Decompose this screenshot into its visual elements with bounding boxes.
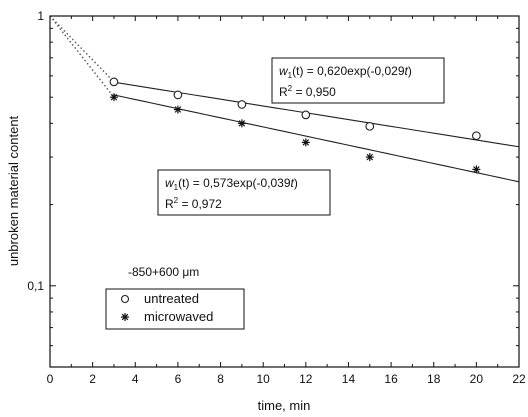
x-tick-label: 8 (217, 372, 224, 386)
y-axis-title: unbroken material content (6, 115, 21, 266)
legend-marker-untreated (120, 294, 130, 304)
tick-layer: 0 2 4 6 8 10 12 14 16 18 20 22 1 0,1 (27, 9, 526, 386)
data-point-microwaved (237, 119, 246, 128)
extrapolation-line-microwaved (49, 15, 115, 98)
data-point-untreated (365, 121, 375, 131)
x-tick-label: 10 (257, 372, 271, 386)
x-tick-label: 16 (384, 372, 398, 386)
data-point-untreated (237, 100, 247, 109)
x-tick-label: 4 (132, 372, 139, 386)
legend-marker-microwaved (121, 313, 129, 321)
fit-box-untreated (271, 57, 445, 104)
x-tick-label: 22 (512, 372, 526, 386)
legend: untreated microwaved (105, 288, 245, 330)
x-tick-label: 2 (89, 372, 96, 386)
plot-layer (49, 15, 520, 183)
y-tick-label: 1 (37, 9, 44, 23)
fit-line-microwaved (113, 94, 520, 183)
data-point-microwaved (365, 153, 374, 162)
x-tick-label: 18 (427, 372, 441, 386)
size-fraction-label: -850+600 μm (128, 265, 199, 279)
legend-label-untreated: untreated (144, 291, 199, 306)
x-axis-title: time, min (258, 398, 311, 413)
fit-r2-microwaved: R2 = 0,972 (165, 196, 222, 211)
legend-label-microwaved: microwaved (144, 309, 213, 324)
data-point-microwaved (109, 93, 118, 102)
data-point-untreated (109, 77, 119, 87)
data-point-microwaved (173, 105, 182, 114)
y-tick-label: 0,1 (27, 279, 44, 293)
fit-box-microwaved (157, 169, 331, 216)
data-point-untreated (301, 110, 311, 120)
x-tick-label: 0 (47, 372, 54, 386)
fit-annotation-untreated: w1(t) = 0,620exp(-0,029t) R2 = 0,950 (271, 57, 445, 104)
data-point-untreated (173, 90, 183, 100)
x-tick-label: 6 (175, 372, 182, 386)
fit-annotation-microwaved: w1(t) = 0,573exp(-0,039t) R2 = 0,972 (157, 169, 331, 216)
data-point-microwaved (472, 165, 481, 174)
fit-r2-untreated: R2 = 0,950 (279, 84, 336, 99)
extrapolation-line-untreated (49, 15, 115, 83)
x-tick-label: 14 (342, 372, 356, 386)
x-tick-label: 20 (470, 372, 484, 386)
data-point-microwaved (301, 138, 310, 147)
fit-equation-untreated: w1(t) = 0,620exp(-0,029t) (279, 64, 412, 80)
fit-equation-microwaved: w1(t) = 0,573exp(-0,039t) (165, 176, 298, 192)
data-point-untreated (472, 131, 481, 141)
x-tick-label: 12 (299, 372, 313, 386)
legend-box (105, 288, 245, 330)
legend-star-glyph (121, 313, 129, 321)
